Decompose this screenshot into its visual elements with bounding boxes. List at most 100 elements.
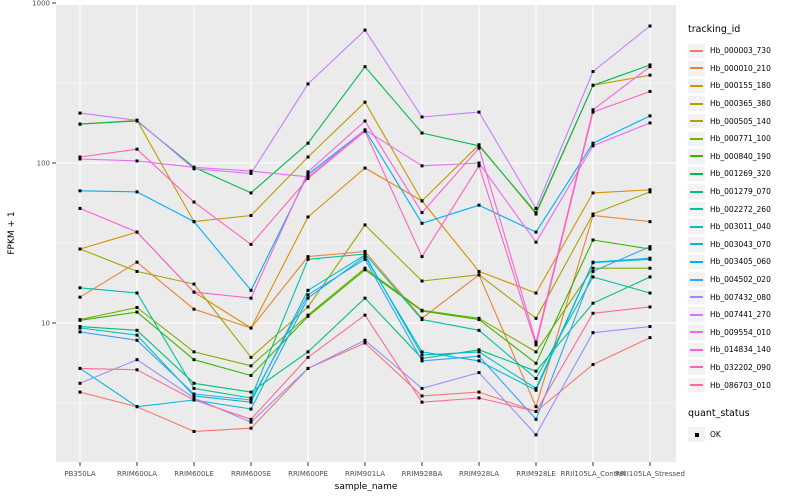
- data-point: [363, 341, 367, 345]
- x-tick-label: RRIM600SE: [231, 470, 271, 478]
- data-point: [192, 392, 196, 396]
- x-tick-label: RRIM600LE: [174, 470, 214, 478]
- data-point: [648, 190, 652, 194]
- data-point: [78, 111, 82, 115]
- point-swatch-icon: [694, 432, 699, 437]
- x-axis-title: sample_name: [335, 482, 398, 492]
- data-point: [648, 257, 652, 261]
- data-point: [591, 70, 595, 74]
- data-point: [363, 255, 367, 259]
- line-swatch-icon: [690, 243, 703, 246]
- legend-key-box: [688, 272, 705, 287]
- data-point: [534, 230, 538, 234]
- data-point: [534, 350, 538, 354]
- data-point: [249, 390, 253, 394]
- data-point: [648, 291, 652, 295]
- data-point: [648, 121, 652, 125]
- legend-key-box: [688, 113, 705, 129]
- data-point: [249, 373, 253, 377]
- data-point: [192, 350, 196, 354]
- line-swatch-icon: [690, 225, 703, 228]
- legend-item-Hb_086703_010: Hb_086703_010: [688, 376, 798, 394]
- data-point: [135, 358, 139, 362]
- data-point: [534, 417, 538, 421]
- data-point: [135, 118, 139, 122]
- legend-item-label: Hb_000771_100: [710, 134, 771, 144]
- legend-item-label: Hb_004502_020: [710, 275, 771, 285]
- data-point: [306, 314, 310, 318]
- legend-item-label: Hb_014834_140: [710, 345, 771, 355]
- data-point: [249, 426, 253, 430]
- data-point: [135, 269, 139, 273]
- data-point: [591, 108, 595, 112]
- data-point: [648, 247, 652, 251]
- data-point: [78, 206, 82, 210]
- line-swatch-icon: [690, 137, 703, 140]
- data-point: [78, 122, 82, 126]
- legend-item-label: Hb_003405_060: [710, 257, 771, 267]
- legend-item-Hb_007441_270: Hb_007441_270: [688, 306, 798, 324]
- data-point: [78, 318, 82, 322]
- data-point: [306, 177, 310, 181]
- data-point: [306, 215, 310, 219]
- data-point: [306, 141, 310, 145]
- data-point: [591, 144, 595, 148]
- y-tick-label: 10: [41, 320, 50, 328]
- legend-item-Hb_002272_260: Hb_002272_260: [688, 200, 798, 218]
- data-point: [135, 338, 139, 342]
- line-swatch-icon: [690, 155, 703, 158]
- data-point: [591, 110, 595, 114]
- data-point: [477, 269, 481, 273]
- data-point: [648, 336, 652, 340]
- data-point: [363, 266, 367, 270]
- data-point: [420, 350, 424, 354]
- data-point: [477, 273, 481, 277]
- legend-key-box: [688, 219, 705, 234]
- data-point: [363, 296, 367, 300]
- legend-item-label: Hb_000505_140: [710, 116, 771, 126]
- data-point: [249, 326, 253, 330]
- data-point: [135, 405, 139, 409]
- data-point: [534, 376, 538, 380]
- data-point: [477, 371, 481, 375]
- legend-item-label: Hb_003011_040: [710, 222, 771, 232]
- data-point: [135, 368, 139, 372]
- plot-panel: [56, 5, 676, 462]
- data-point: [477, 348, 481, 352]
- legend-item-Hb_000771_100: Hb_000771_100: [688, 130, 798, 148]
- legend-item-Hb_003405_060: Hb_003405_060: [688, 253, 798, 271]
- data-point: [477, 354, 481, 358]
- x-tick-label: RRIM600PE: [288, 470, 328, 478]
- data-point: [306, 288, 310, 292]
- data-point: [192, 386, 196, 390]
- data-point: [249, 191, 253, 195]
- data-point: [591, 266, 595, 270]
- x-tick-label: RRII105LA_Control: [561, 470, 626, 478]
- data-point: [420, 356, 424, 360]
- data-point: [477, 203, 481, 207]
- legend-item-Hb_001269_320: Hb_001269_320: [688, 165, 798, 183]
- x-tick-label: RRIM928LA: [459, 470, 499, 478]
- data-point: [306, 170, 310, 174]
- data-point: [477, 161, 481, 165]
- x-tick-label: PB350LA: [64, 470, 95, 478]
- legend-key-box: [688, 237, 705, 252]
- data-point: [249, 417, 253, 421]
- data-point: [534, 343, 538, 347]
- legend-item-label: Hb_000010_210: [710, 63, 771, 73]
- data-point: [192, 358, 196, 362]
- data-point: [363, 313, 367, 317]
- data-point: [249, 364, 253, 368]
- data-point: [477, 318, 481, 322]
- legend-item-label: Hb_032202_090: [710, 362, 771, 372]
- legend-item-label: Hb_000365_380: [710, 99, 771, 109]
- data-point: [306, 82, 310, 86]
- line-swatch-icon: [690, 384, 703, 387]
- line-swatch-icon: [690, 67, 703, 70]
- data-point: [648, 63, 652, 67]
- data-point: [534, 361, 538, 365]
- data-point: [648, 305, 652, 309]
- data-point: [420, 211, 424, 215]
- legend-item-Hb_007432_080: Hb_007432_080: [688, 288, 798, 306]
